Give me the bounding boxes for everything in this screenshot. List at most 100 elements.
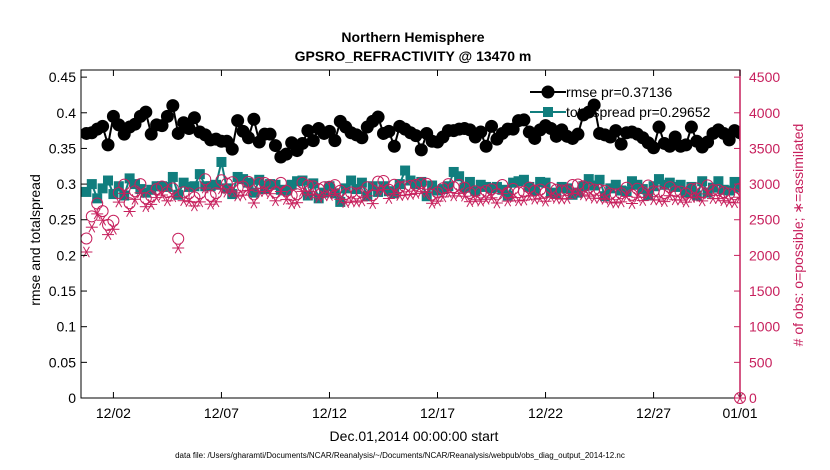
asterisk-stroke — [239, 189, 247, 201]
asterisk-stroke — [736, 196, 740, 203]
asterisk-stroke — [574, 187, 582, 199]
asterisk-stroke — [115, 196, 123, 208]
asterisk-stroke — [477, 195, 485, 207]
asterisk-stroke — [315, 192, 323, 204]
totalspread-point — [632, 179, 643, 190]
assimilated-obs-point — [107, 223, 120, 235]
asterisk-stroke — [299, 185, 306, 197]
y-tick-label: 0.45 — [49, 69, 76, 85]
asterisk-stroke — [725, 196, 733, 208]
plot-area — [81, 98, 740, 258]
asterisk-stroke — [358, 195, 366, 207]
assimilated-obs-point — [242, 185, 255, 197]
assimilated-obs-point — [577, 189, 590, 201]
asterisk-stroke — [525, 190, 533, 202]
rmse-point — [247, 112, 261, 126]
asterisk-stroke — [288, 198, 296, 210]
assimilated-obs-point — [436, 191, 449, 203]
assimilated-obs-point — [237, 189, 249, 201]
totalspread-point — [691, 190, 702, 201]
asterisk-stroke — [601, 193, 609, 205]
totalspread-point — [567, 189, 578, 200]
totalspread-point — [437, 184, 448, 195]
totalspread-point — [475, 179, 486, 190]
asterisk-stroke — [714, 193, 722, 205]
assimilated-obs-point — [415, 186, 428, 198]
asterisk-stroke — [644, 188, 652, 200]
y2-tick-label: 0 — [749, 390, 757, 406]
assimilated-obs-point — [528, 193, 541, 205]
y-tick-label: 0.2 — [57, 247, 77, 263]
rmse-point — [328, 134, 342, 148]
asterisk-stroke — [250, 197, 258, 209]
possible-obs-point — [712, 184, 725, 197]
asterisk-stroke — [234, 190, 242, 202]
rmse-point — [166, 99, 180, 113]
rmse-point — [733, 126, 740, 140]
asterisk-stroke — [423, 186, 431, 198]
assimilated-obs-point — [372, 184, 385, 196]
assimilated-obs-point — [377, 184, 390, 196]
totalspread-point — [346, 175, 357, 186]
assimilated-obs-point — [102, 229, 114, 241]
x-tick-label: 01/01 — [722, 405, 757, 421]
asterisk-stroke — [174, 242, 182, 254]
asterisk-stroke — [444, 187, 452, 199]
rmse-point — [684, 120, 698, 134]
x-tick-label: 12/12 — [312, 405, 347, 421]
asterisk-stroke — [488, 192, 495, 204]
totalspread-point — [616, 185, 627, 196]
asterisk-stroke — [633, 191, 641, 203]
asterisk-stroke — [736, 392, 744, 404]
asterisk-stroke — [498, 188, 506, 200]
totalspread-point — [729, 176, 740, 187]
asterisk-stroke — [353, 196, 360, 208]
totalspread-point — [302, 190, 313, 201]
assimilated-obs-point — [366, 198, 379, 210]
x-axis-label: Dec.01,2014 00:00:00 start — [330, 428, 499, 444]
y-tick-label: 0.05 — [49, 354, 76, 370]
totalspread-point — [383, 186, 394, 197]
rmse-point — [409, 129, 423, 143]
y-tick-label: 0.35 — [49, 140, 76, 156]
asterisk-stroke — [628, 198, 636, 209]
possible-obs-point — [593, 183, 606, 196]
y-tick-label: 0.25 — [49, 212, 76, 228]
asterisk-stroke — [612, 197, 620, 209]
assimilated-obs-point — [593, 192, 606, 204]
possible-obs-point — [652, 185, 665, 198]
assimilated-obs-point — [355, 195, 368, 207]
asterisk-stroke — [428, 197, 436, 209]
assimilated-obs-point — [85, 221, 98, 233]
totalspread-point — [556, 181, 567, 192]
final-assimilated-point — [734, 392, 746, 404]
totalspread-point — [664, 177, 675, 188]
totalspread-point — [178, 177, 189, 188]
rmse-point — [241, 131, 255, 145]
totalspread-point — [157, 181, 168, 192]
totalspread-point — [335, 196, 346, 207]
rmse-point — [101, 138, 115, 152]
y-tick-label: 0 — [68, 390, 76, 406]
asterisk-stroke — [493, 197, 501, 209]
assimilated-obs-point — [490, 197, 503, 209]
asterisk-stroke — [542, 195, 549, 207]
totalspread-point — [211, 179, 222, 190]
axes: 0 0.05 0.1 0.15 0.2 0.25 0.3 0.35 0.4 0.45 0 500 100… — [49, 69, 781, 421]
rmse-point — [609, 124, 623, 138]
assimilated-obs-point — [604, 196, 617, 208]
assimilated-obs-point — [177, 195, 190, 207]
assimilated-obs-point — [734, 191, 740, 203]
asterisk-stroke — [623, 190, 631, 202]
asterisk-stroke — [639, 195, 647, 207]
assimilated-obs-point — [431, 195, 444, 207]
totalspread-point — [243, 177, 254, 188]
asterisk-stroke — [552, 192, 560, 204]
totalspread-point — [643, 190, 654, 201]
y2-tick-label: 3500 — [749, 140, 780, 156]
assimilated-obs-point — [199, 182, 212, 194]
possible-obs-point — [172, 232, 185, 245]
asterisk-stroke — [731, 197, 739, 209]
asterisk-stroke — [147, 198, 155, 210]
asterisk-stroke — [207, 198, 215, 210]
